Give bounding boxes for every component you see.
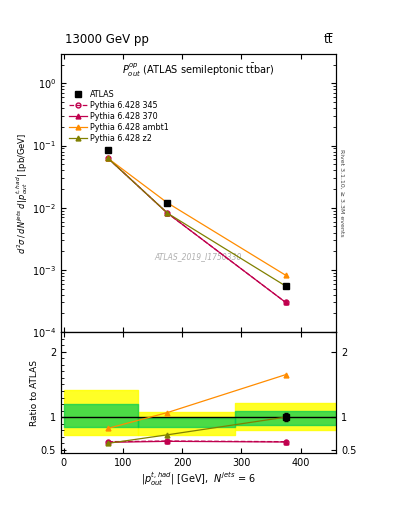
Legend: ATLAS, Pythia 6.428 345, Pythia 6.428 370, Pythia 6.428 ambt1, Pythia 6.428 z2: ATLAS, Pythia 6.428 345, Pythia 6.428 37… [68, 89, 171, 145]
Text: $P_{out}^{op}$ (ATLAS semileptonic t$\bar{\rm t}$bar): $P_{out}^{op}$ (ATLAS semileptonic t$\ba… [122, 62, 275, 79]
Y-axis label: Rivet 3.1.10, ≥ 3.3M events: Rivet 3.1.10, ≥ 3.3M events [339, 149, 344, 237]
Y-axis label: $d^{2}\sigma\,/\,dN^{jets}\,d\,|p_{out}^{t,had}|$ [pb/GeV]: $d^{2}\sigma\,/\,dN^{jets}\,d\,|p_{out}^… [15, 132, 31, 253]
Y-axis label: Ratio to ATLAS: Ratio to ATLAS [30, 359, 39, 425]
Text: ATLAS_2019_I1750330: ATLAS_2019_I1750330 [155, 252, 242, 262]
Text: 13000 GeV pp: 13000 GeV pp [65, 33, 149, 46]
X-axis label: $|p_{out}^{t,had}|$ [GeV],  $N^{jets}$ = 6: $|p_{out}^{t,had}|$ [GeV], $N^{jets}$ = … [141, 471, 256, 488]
Text: tt̅: tt̅ [324, 33, 333, 46]
